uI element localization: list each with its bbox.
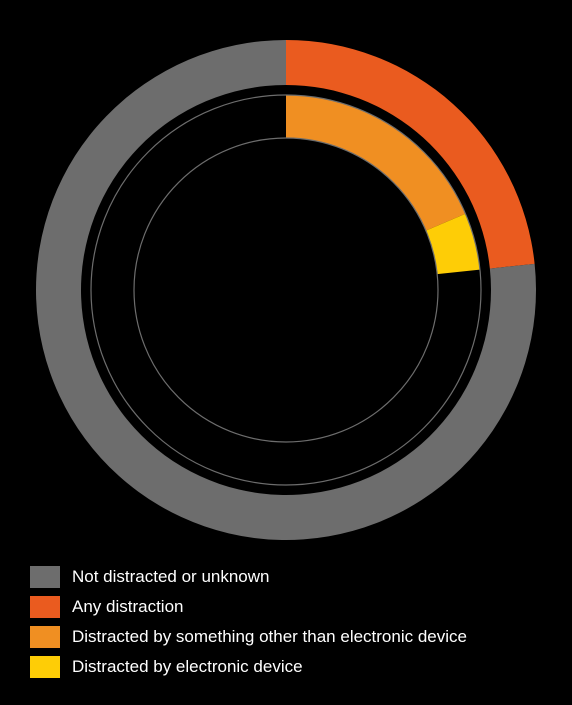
legend-row: Not distracted or unknown (30, 562, 467, 592)
pct-label-gray_outer: 76.7 (140, 32, 183, 58)
legend-swatch (30, 596, 60, 618)
legend-label: Distracted by electronic device (72, 657, 303, 677)
legend-row: Any distraction (30, 592, 467, 622)
legend-swatch (30, 626, 60, 648)
legend-row: Distracted by electronic device (30, 652, 467, 682)
legend-swatch (30, 566, 60, 588)
legend-label: Any distraction (72, 597, 184, 617)
legend-label: Distracted by something other than elect… (72, 627, 467, 647)
legend-swatch (30, 656, 60, 678)
pct-label-other_outer: 23.3 (449, 73, 492, 99)
pct-label-electronic: 3.5 (393, 251, 424, 277)
donut-chart: 23.3 76.7 19.3 3.5 (0, 0, 572, 560)
pct-label-distracted: 19.3 (340, 181, 383, 207)
legend-label: Not distracted or unknown (72, 567, 270, 587)
legend: Not distracted or unknown Any distraction… (30, 562, 467, 682)
legend-row: Distracted by something other than elect… (30, 622, 467, 652)
